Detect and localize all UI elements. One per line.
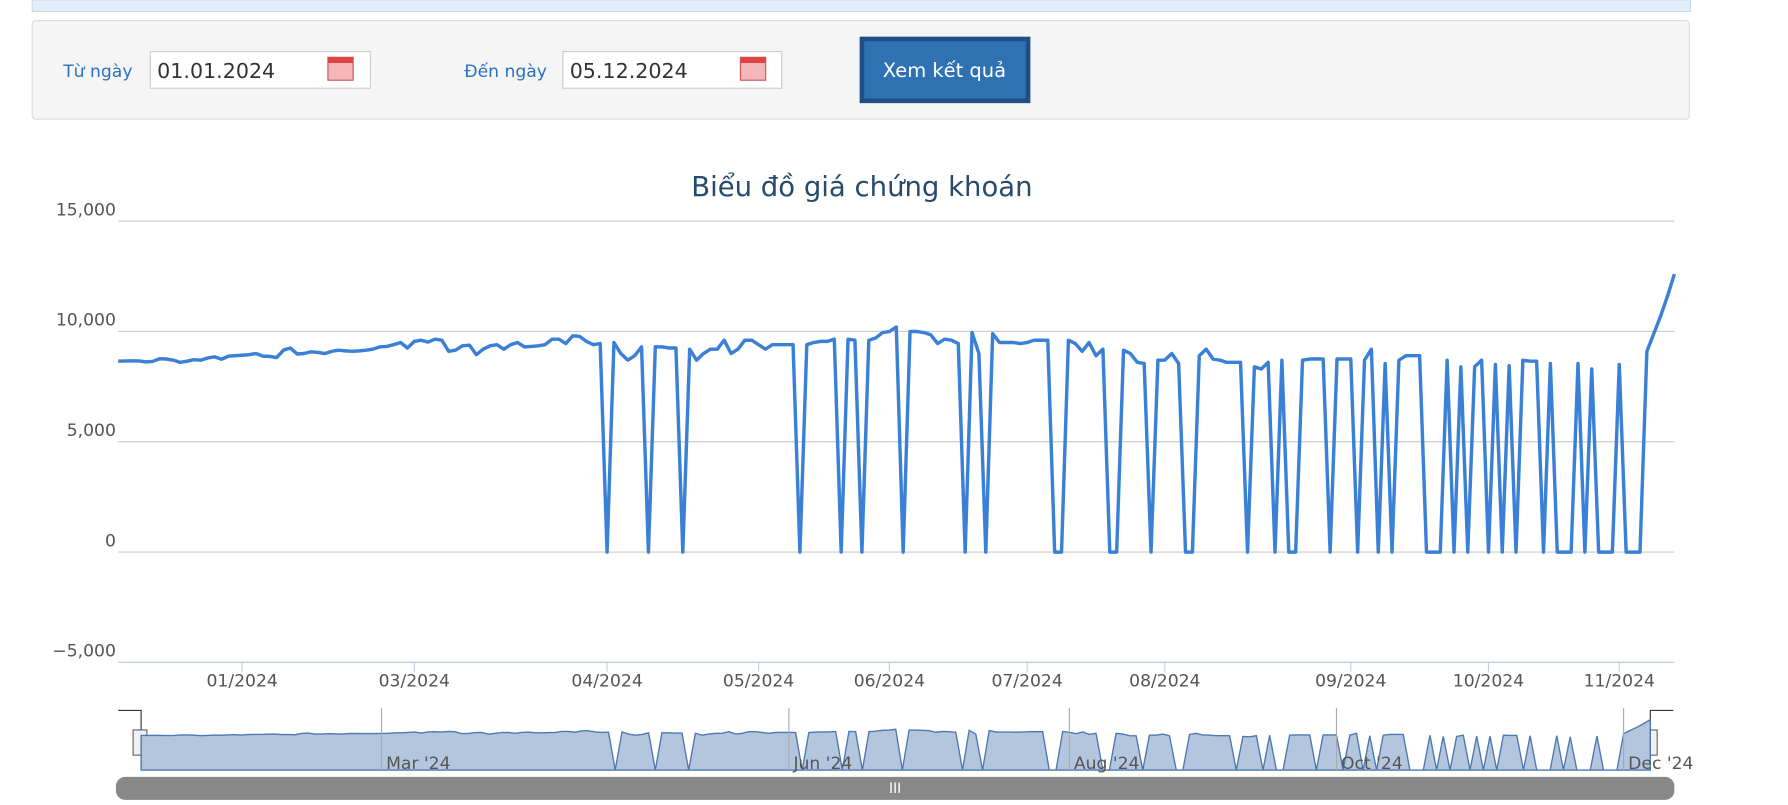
- x-tick-label: 09/2024: [1315, 671, 1386, 691]
- x-tick-label: 08/2024: [1129, 671, 1200, 691]
- x-tick-label: 01/2024: [206, 671, 277, 691]
- navigator-tick-label: Mar '24: [386, 754, 450, 774]
- y-tick-label: 5,000: [67, 421, 116, 441]
- navigator-tick-label: Dec '24: [1628, 754, 1693, 774]
- x-tick-label: 11/2024: [1584, 671, 1655, 691]
- navigator-tick-label: Oct '24: [1341, 754, 1403, 774]
- navigator-tick-label: Aug '24: [1074, 754, 1140, 774]
- calendar-icon[interactable]: [739, 56, 767, 81]
- price-line: [118, 273, 1677, 554]
- from-value[interactable]: 01.01.2024: [157, 59, 275, 83]
- x-tick-label: 10/2024: [1453, 671, 1524, 691]
- plot: −5,000 0 5,000 10,000 15,000 01/2024 03/2024 04…: [52, 200, 1677, 691]
- from-label: Từ ngày: [62, 62, 132, 82]
- x-tick-label: 04/2024: [571, 671, 642, 691]
- y-tick-label: 15,000: [56, 200, 116, 220]
- calendar-icon[interactable]: [327, 56, 354, 81]
- chart-title: Biểu đồ giá chứng khoán: [691, 171, 1032, 203]
- y-tick-label: 0: [105, 531, 116, 551]
- y-tick-label: 10,000: [56, 311, 116, 331]
- to-label: Đến ngày: [464, 61, 547, 82]
- submit-button-label[interactable]: Xem kết quả: [883, 59, 1006, 82]
- navigator-series: Mar '24 Jun '24 Aug '24 Oct '24 Dec '24: [140, 708, 1693, 774]
- scrollbar-track[interactable]: [115, 776, 1675, 800]
- navigator-tick-label: Jun '24: [792, 754, 852, 774]
- submit-button[interactable]: [859, 36, 1031, 104]
- x-tick-label: 07/2024: [991, 671, 1062, 691]
- y-tick-label: −5,000: [52, 642, 116, 662]
- top-banner: [31, 0, 1691, 13]
- navigator-area: [140, 718, 1651, 771]
- scrollbar-grip[interactable]: III: [889, 781, 901, 797]
- x-tick-label: 06/2024: [854, 671, 925, 691]
- x-tick-label: 03/2024: [379, 671, 450, 691]
- to-value[interactable]: 05.12.2024: [570, 59, 688, 83]
- x-tick-label: 05/2024: [723, 671, 794, 691]
